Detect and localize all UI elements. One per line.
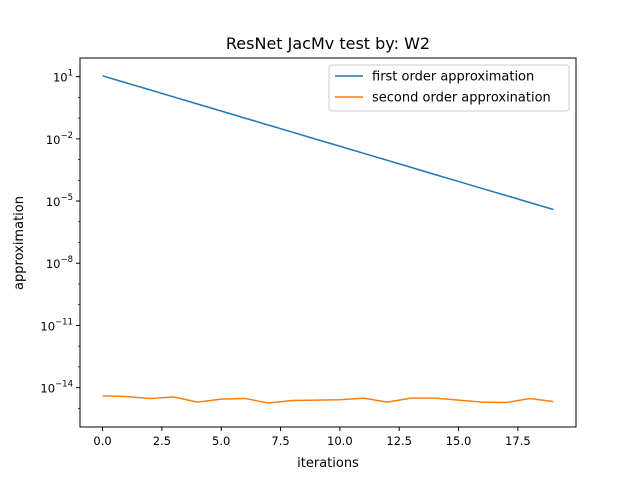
x-axis-label: iterations	[297, 456, 359, 471]
x-tick-label: 10.0	[327, 434, 353, 448]
legend-box	[328, 64, 570, 112]
x-tick-label: 17.5	[505, 434, 531, 448]
y-tick-label: 10−2	[46, 131, 73, 147]
x-tick-label: 15.0	[446, 434, 472, 448]
x-tick-label: 7.5	[271, 434, 289, 448]
x-axis: 0.0 2.5 5.0 7.5 10.0 12.5 15.0 17.5	[93, 427, 531, 448]
y-axis: 101 10−2 10−5 10−8 10−11 10−14	[40, 69, 80, 409]
legend: first order approximation second order ap…	[328, 64, 570, 112]
legend-label-1: first order approximation	[372, 70, 534, 85]
x-tick-label: 5.0	[212, 434, 230, 448]
y-tick-label: 101	[53, 69, 73, 85]
chart-title: ResNet JacMv test by: W2	[226, 34, 430, 53]
series-layer	[102, 75, 554, 404]
series-line-1	[102, 75, 554, 211]
y-axis-label: approximation	[12, 196, 27, 290]
x-tick-label: 2.5	[153, 434, 171, 448]
series-line-2	[102, 395, 554, 404]
y-tick-label: 10−8	[46, 255, 73, 271]
y-tick-label: 10−14	[40, 380, 73, 396]
y-tick-label: 10−11	[40, 317, 73, 333]
y-tick-label: 10−5	[46, 193, 73, 209]
legend-label-2: second order approxination	[372, 91, 551, 106]
x-tick-label: 12.5	[386, 434, 412, 448]
x-tick-label: 0.0	[93, 434, 111, 448]
